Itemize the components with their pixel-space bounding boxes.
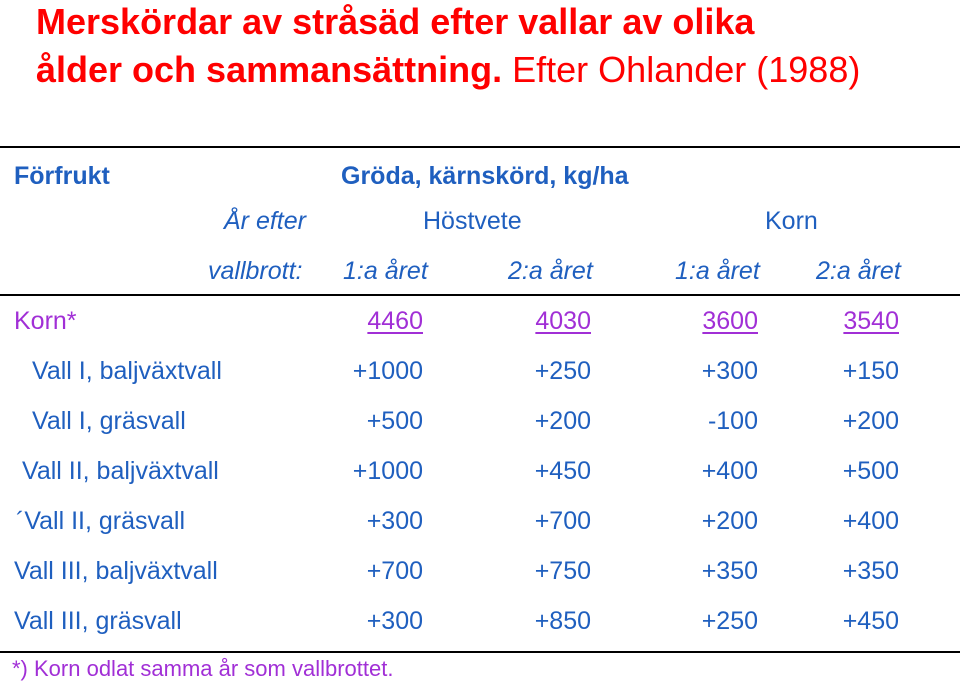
table-cell: +350 (842, 557, 899, 585)
table-cell: +700 (534, 507, 591, 535)
table-row-label: Vall III, gräsvall (14, 607, 182, 635)
table-row-label: ´Vall II, gräsvall (16, 507, 186, 535)
table-cell: +400 (842, 507, 899, 535)
header-ar-efter: År efter (224, 207, 306, 235)
table-cell: +1000 (352, 357, 423, 385)
table-row-label: Vall I, baljväxtvall (32, 357, 222, 385)
table-cell: +300 (366, 607, 423, 635)
table-cell: +450 (842, 607, 899, 635)
header-forfrukt: Förfrukt (14, 162, 110, 190)
table-cell: +750 (534, 557, 591, 585)
page-title-line2: ålder och sammansättning. Efter Ohlander… (36, 48, 860, 92)
table-cell: +200 (842, 407, 899, 435)
table-cell: +850 (534, 607, 591, 635)
table-cell: 3540 (843, 307, 899, 335)
table-cell: +400 (701, 457, 758, 485)
table-cell: +250 (701, 607, 758, 635)
table-cell: +250 (534, 357, 591, 385)
table-row-label: Vall II, baljväxtvall (22, 457, 219, 485)
page-title: Merskördar av stråsäd efter vallar av ol… (36, 0, 754, 44)
table-row-label: Korn* (14, 307, 77, 335)
table-cell: +500 (842, 457, 899, 485)
table-cell: 3600 (702, 307, 758, 335)
table-top-rule (0, 146, 960, 148)
table-cell: 4460 (367, 307, 423, 335)
title-line2-bold: ålder och sammansättning. (36, 49, 503, 90)
header-vallbrott: vallbrott: (208, 257, 303, 285)
table-bottom-rule (0, 651, 960, 653)
table-cell: +200 (701, 507, 758, 535)
table-cell: -100 (707, 407, 758, 435)
table-cell: +500 (366, 407, 423, 435)
table-cell: +150 (842, 357, 899, 385)
header-bottom-rule (0, 294, 960, 296)
title-source: Efter Ohlander (1988) (512, 49, 861, 90)
table-row-label: Vall I, gräsvall (32, 407, 186, 435)
table-cell: +350 (701, 557, 758, 585)
table-cell: +300 (701, 357, 758, 385)
header-groda: Gröda, kärnskörd, kg/ha (341, 162, 629, 190)
header-col1: 1:a året (343, 257, 428, 285)
header-col2: 2:a året (508, 257, 593, 285)
header-hostvete: Höstvete (423, 207, 522, 235)
header-col4: 2:a året (816, 257, 901, 285)
table-cell: +1000 (352, 457, 423, 485)
title-line1: Merskördar av stråsäd efter vallar av ol… (36, 1, 755, 42)
table-cell: +450 (534, 457, 591, 485)
footnote: *) Korn odlat samma år som vallbrottet. (12, 656, 394, 681)
table-cell: +300 (366, 507, 423, 535)
header-korn: Korn (765, 207, 818, 235)
table-row-label: Vall III, baljväxtvall (14, 557, 218, 585)
header-col3: 1:a året (675, 257, 760, 285)
table-cell: 4030 (535, 307, 591, 335)
table-cell: +200 (534, 407, 591, 435)
table-cell: +700 (366, 557, 423, 585)
